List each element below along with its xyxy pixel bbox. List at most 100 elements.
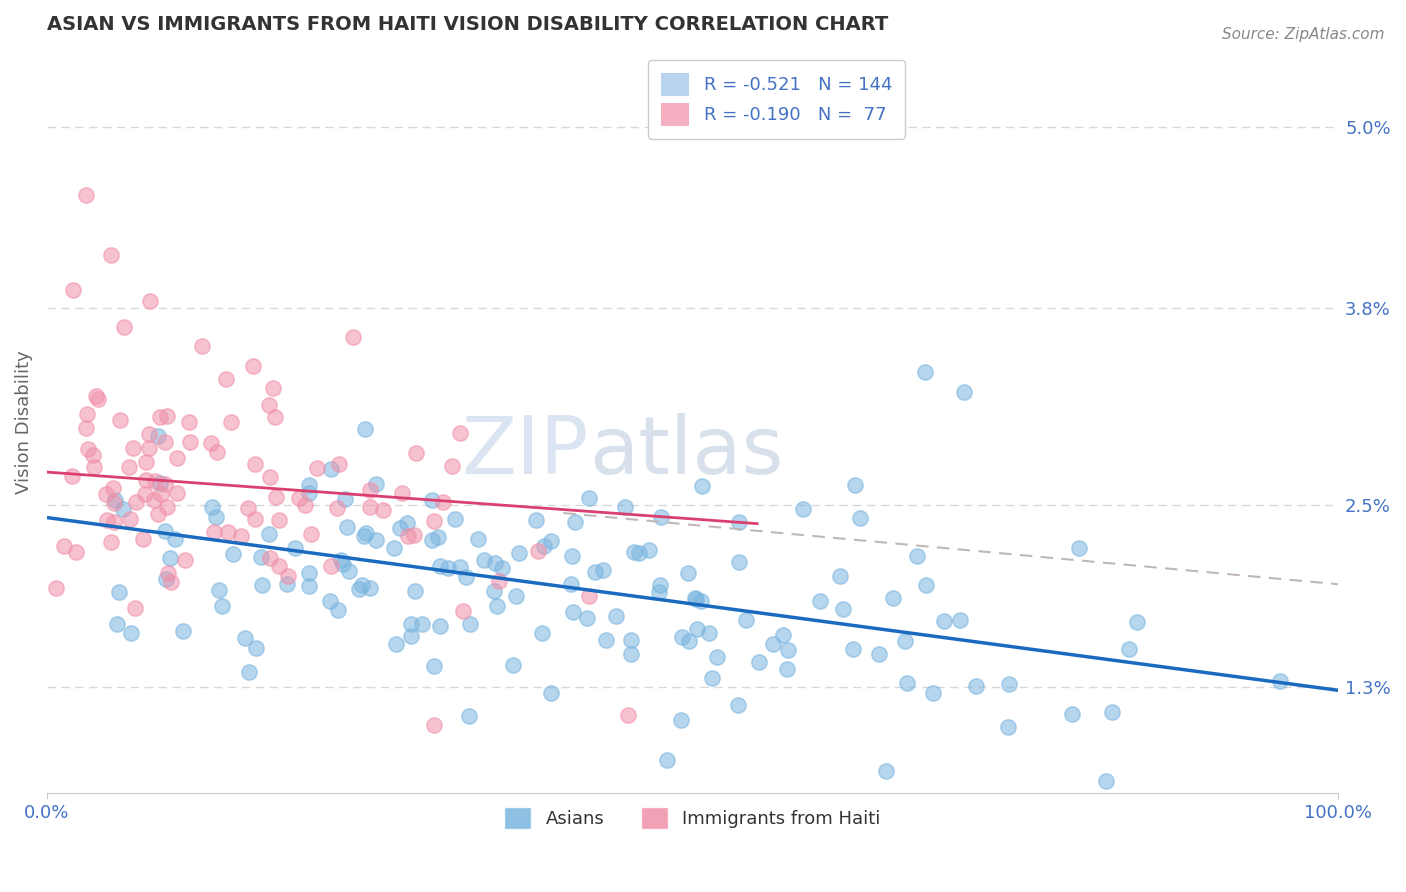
Point (762, 637, 785, 651)
Point (948, 614, 970, 628)
Point (905, 549, 928, 563)
Point (366, 477, 388, 491)
Point (242, 359, 264, 373)
Point (229, 529, 252, 543)
Point (160, 575, 183, 590)
Point (138, 427, 160, 442)
Point (257, 398, 280, 412)
Point (202, 525, 225, 540)
Point (138, 442, 160, 456)
Point (1101, 705, 1123, 719)
Point (748, 655, 770, 669)
Point (683, 591, 706, 606)
Point (449, 559, 471, 574)
Point (112, 319, 135, 334)
Point (997, 677, 1019, 691)
Point (915, 578, 938, 592)
Point (243, 457, 266, 471)
Point (792, 501, 814, 516)
Point (207, 582, 229, 597)
Point (250, 550, 273, 565)
Point (219, 415, 242, 429)
Point (165, 532, 187, 546)
Point (778, 643, 800, 657)
Point (153, 524, 176, 538)
Point (166, 450, 188, 465)
Point (832, 602, 855, 616)
Point (685, 592, 707, 607)
Point (131, 532, 153, 546)
Point (540, 686, 562, 700)
Point (882, 591, 904, 605)
Point (101, 481, 124, 495)
Point (75, 421, 97, 435)
Point (592, 563, 614, 577)
Point (934, 614, 956, 628)
Point (398, 529, 420, 543)
Point (391, 486, 413, 500)
Point (1062, 707, 1084, 722)
Point (405, 446, 427, 460)
Point (179, 435, 201, 450)
Point (108, 413, 131, 427)
Point (174, 553, 197, 567)
Point (457, 709, 479, 723)
Point (628, 546, 651, 560)
Point (922, 686, 945, 700)
Point (238, 665, 260, 679)
Point (576, 611, 599, 625)
Point (103, 515, 125, 529)
Point (735, 613, 758, 627)
Point (965, 680, 987, 694)
Point (318, 594, 340, 608)
Text: ASIAN VS IMMIGRANTS FROM HAITI VISION DISABILITY CORRELATION CHART: ASIAN VS IMMIGRANTS FROM HAITI VISION DI… (46, 15, 889, 34)
Y-axis label: Vision Disability: Vision Disability (15, 351, 32, 494)
Point (776, 662, 799, 676)
Point (104, 492, 127, 507)
Point (86, 389, 108, 403)
Legend: Asians, Immigrants from Haiti: Asians, Immigrants from Haiti (498, 800, 889, 837)
Point (319, 559, 342, 574)
Point (284, 541, 307, 555)
Point (772, 628, 794, 642)
Point (583, 565, 606, 579)
Point (269, 512, 291, 526)
Point (423, 658, 446, 673)
Point (650, 577, 672, 591)
Point (560, 577, 582, 591)
Point (678, 634, 700, 648)
Point (620, 647, 643, 661)
Point (215, 372, 238, 386)
Point (107, 585, 129, 599)
Point (294, 499, 316, 513)
Point (686, 622, 709, 636)
Point (96, 487, 118, 501)
Point (143, 493, 166, 508)
Point (354, 422, 377, 436)
Point (172, 624, 194, 639)
Point (326, 500, 349, 515)
Point (155, 435, 177, 450)
Point (298, 566, 321, 580)
Point (159, 551, 181, 566)
Point (277, 569, 299, 583)
Point (326, 602, 349, 616)
Point (201, 500, 224, 515)
Point (578, 491, 600, 506)
Point (676, 566, 699, 580)
Point (100, 535, 122, 549)
Point (623, 545, 645, 559)
Point (350, 578, 373, 592)
Point (896, 676, 918, 690)
Point (135, 455, 157, 469)
Point (526, 544, 548, 558)
Point (620, 632, 643, 647)
Point (298, 579, 321, 593)
Point (540, 534, 562, 549)
Point (669, 713, 692, 727)
Point (264, 490, 287, 504)
Point (502, 658, 524, 673)
Point (111, 502, 134, 516)
Point (564, 516, 586, 530)
Point (449, 426, 471, 441)
